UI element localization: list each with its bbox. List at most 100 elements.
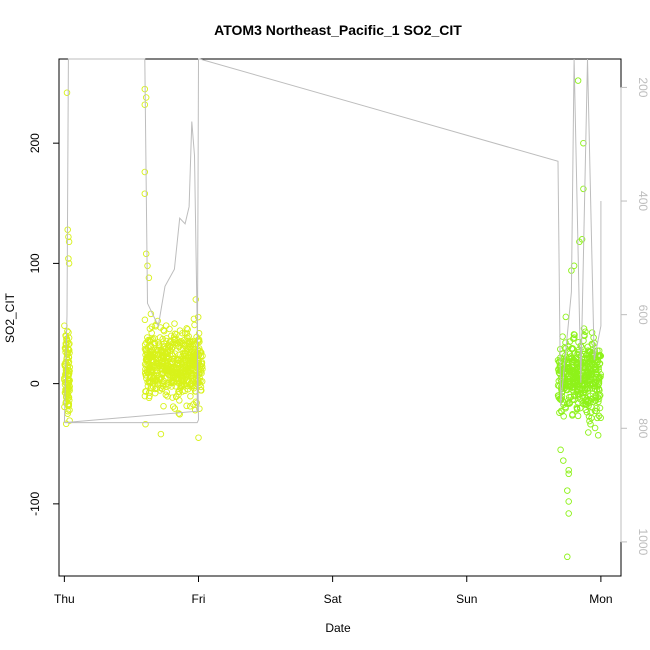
data-point <box>556 409 563 416</box>
data-point <box>585 413 593 420</box>
data-point <box>65 238 73 246</box>
data-point <box>156 381 164 388</box>
data-point <box>585 348 593 355</box>
data-point <box>555 366 562 374</box>
data-point <box>587 359 594 366</box>
data-point <box>183 402 190 410</box>
data-point <box>184 337 191 345</box>
data-point <box>596 392 603 400</box>
data-point <box>597 414 604 422</box>
data-point <box>591 397 599 404</box>
y-right-tick-label: 200 <box>636 77 650 97</box>
data-point <box>142 372 150 379</box>
data-point <box>561 344 568 351</box>
data-point <box>568 345 576 353</box>
y-tick-label: 0 <box>28 380 42 387</box>
data-point <box>555 369 563 376</box>
data-point <box>178 367 185 375</box>
data-point <box>574 77 582 84</box>
data-point <box>576 238 583 246</box>
data-point <box>572 358 580 366</box>
data-point <box>591 347 599 355</box>
data-point <box>193 399 200 407</box>
data-point <box>565 498 572 505</box>
data-point <box>66 349 73 357</box>
data-point <box>585 429 592 436</box>
data-point <box>569 345 577 352</box>
data-point <box>164 393 171 400</box>
data-point <box>597 371 604 378</box>
data-point <box>183 334 191 341</box>
data-point <box>159 357 167 365</box>
data-point <box>177 384 184 392</box>
data-point <box>586 399 593 407</box>
data-point <box>583 368 591 375</box>
data-point <box>557 357 565 365</box>
data-point <box>562 368 569 376</box>
data-point <box>187 369 194 377</box>
data-point <box>562 386 570 393</box>
data-point <box>182 356 189 363</box>
data-point <box>186 403 194 410</box>
data-point <box>185 361 193 369</box>
data-point <box>163 369 171 377</box>
data-point <box>162 322 170 329</box>
data-point <box>192 380 200 387</box>
x-tick-label: Mon <box>589 592 612 606</box>
points-layer <box>61 77 605 561</box>
x-tick-label: Thu <box>54 592 75 606</box>
data-point <box>198 378 206 385</box>
data-point <box>66 363 73 371</box>
data-point <box>194 313 202 321</box>
data-point <box>157 430 165 438</box>
data-point <box>176 327 184 334</box>
data-point <box>571 331 578 339</box>
data-point <box>66 417 73 424</box>
data-point <box>61 361 68 368</box>
data-point <box>564 487 571 494</box>
x-axis-label: Date <box>325 621 351 635</box>
data-point <box>192 340 200 348</box>
data-point <box>580 337 587 344</box>
data-point <box>584 343 592 351</box>
data-point <box>586 417 593 425</box>
data-point <box>189 374 197 382</box>
data-point <box>582 374 590 381</box>
data-point <box>569 358 577 366</box>
data-point <box>142 250 150 258</box>
y-tick-label: 200 <box>28 133 42 153</box>
data-point <box>567 382 575 390</box>
data-point <box>192 375 200 383</box>
data-point <box>178 361 186 368</box>
data-point <box>151 389 159 397</box>
data-point <box>192 296 200 303</box>
data-point <box>169 403 177 410</box>
data-point <box>148 384 155 392</box>
data-point <box>172 393 180 400</box>
pressure-line <box>63 58 602 424</box>
data-point <box>569 383 576 391</box>
data-point <box>585 358 593 365</box>
data-point <box>143 361 150 369</box>
data-point <box>565 470 572 478</box>
data-point <box>146 368 154 375</box>
data-point <box>154 339 162 346</box>
data-point <box>558 377 565 385</box>
data-point <box>66 396 73 404</box>
y-right-tick-label: 400 <box>636 191 650 211</box>
x-tick-label: Fri <box>191 592 205 606</box>
data-point <box>141 168 149 176</box>
data-point <box>193 349 201 356</box>
data-point <box>180 377 187 384</box>
data-point <box>155 342 163 350</box>
data-point <box>554 382 562 389</box>
data-point <box>160 402 167 410</box>
data-point <box>562 354 570 361</box>
data-point <box>173 374 180 381</box>
data-point <box>570 392 578 400</box>
data-point <box>585 384 592 392</box>
data-point <box>156 387 164 394</box>
data-point <box>554 357 562 364</box>
data-point <box>595 395 603 403</box>
